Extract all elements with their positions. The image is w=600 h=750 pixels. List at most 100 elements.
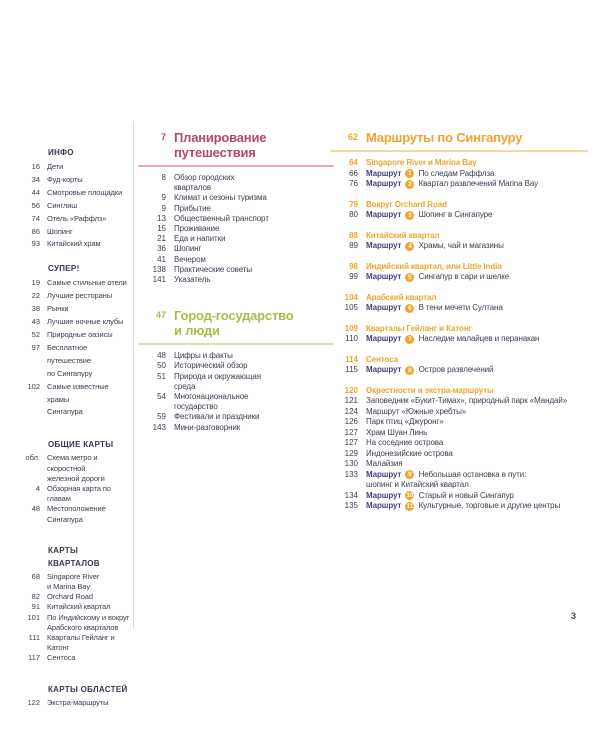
toc-entry: 68 Singapore River и Marina Bay bbox=[12, 572, 130, 592]
toc-entry: 15 Проживание bbox=[138, 224, 334, 234]
entry-label: Маршрут 4 Храмы, чай и магазины bbox=[366, 241, 588, 252]
route-word: Маршрут bbox=[366, 490, 402, 500]
entry-page-number: 86 bbox=[31, 226, 40, 236]
toc-subsection: 104 Арабский квартал bbox=[330, 293, 588, 304]
entry-label: Индонезийские острова bbox=[366, 448, 453, 458]
route-number-badge: 6 bbox=[405, 303, 415, 313]
entry-label: Природные оазисы bbox=[47, 329, 113, 339]
entry-label: Маршрут «Южные хребты» bbox=[366, 406, 467, 416]
entry-page-number: 15 bbox=[157, 224, 166, 234]
route-number-badge: 7 bbox=[405, 334, 415, 344]
entry-label: Singapore River и Marina Bay bbox=[47, 571, 100, 591]
entry-label: Маршрут 8 Остров развлечений bbox=[366, 365, 588, 376]
chapter-section-city: 47 Город-государство и люди 48 Цифры и факт… bbox=[138, 308, 334, 433]
sidebar-section-title: ИНФО bbox=[48, 148, 74, 157]
entry-page-number: 89 bbox=[349, 241, 358, 250]
sidebar-section: ОБЩИЕ КАРТЫ обл. Схема метро и скоростной … bbox=[12, 438, 130, 524]
toc-subsection: 88 Китайский квартал bbox=[330, 231, 588, 242]
route-group: 109 Кварталы Гейланг и Катонг 110 Маршрут 7… bbox=[330, 324, 588, 345]
entry-label: Orchard Road bbox=[47, 592, 93, 602]
entry-page-number: 110 bbox=[345, 334, 358, 343]
entry-page-number: 138 bbox=[152, 264, 166, 274]
toc-entry: обл. Схема метро и скоростной железной до… bbox=[12, 453, 130, 484]
route-title: По следам Раффлза bbox=[418, 168, 495, 178]
subsection-heading: Окрестности и экстра-маршруты bbox=[366, 385, 494, 395]
route-title: Наследие малайцев и перанакан bbox=[418, 334, 540, 343]
toc-entry: 19 Самые стильные отели bbox=[12, 277, 130, 290]
entry-label: Маршрут 7 Наследие малайцев и перанакан bbox=[366, 334, 588, 345]
toc-entry: 105 Маршрут 6 В тени мечети Султана bbox=[330, 303, 588, 314]
entry-page-number: 93 bbox=[31, 239, 40, 249]
entry-page-number: 21 bbox=[157, 234, 166, 244]
toc-entry: 82 Orchard Road bbox=[12, 592, 130, 602]
entry-label: Самые известные храмы Сингапура bbox=[47, 381, 109, 417]
toc-entry: 102 Самые известные храмы Сингапура bbox=[12, 381, 130, 420]
entry-page-number: 117 bbox=[28, 653, 40, 663]
entry-page-number: 133 bbox=[344, 469, 358, 479]
entry-page-number: 88 bbox=[349, 230, 358, 240]
chapter-page-number: 7 bbox=[160, 132, 166, 142]
route-number-badge: 10 bbox=[405, 491, 415, 500]
chapter-title: Город-государство и люди bbox=[174, 308, 294, 339]
entry-page-number: 109 bbox=[344, 323, 358, 333]
toc-entry: 52 Природные оазисы bbox=[12, 329, 130, 342]
route-number-badge: 11 bbox=[405, 501, 415, 511]
entry-label: Синглиш bbox=[47, 200, 78, 210]
entry-page-number: 74 bbox=[31, 213, 40, 223]
route-group: 114 Сентоса 115 Маршрут 8 Остров развлечени… bbox=[330, 355, 588, 376]
entry-page-number: 48 bbox=[157, 351, 166, 361]
toc-entry: 50 Исторический обзор bbox=[138, 361, 334, 371]
toc-entry: 99 Маршрут 5 Сингапур в сари и шелке bbox=[330, 272, 588, 283]
toc-entry: 117 Сентоса bbox=[12, 653, 130, 663]
entry-label: Цифры и факты bbox=[174, 351, 233, 361]
toc-subsection: 64 Singapore River и Marina Bay bbox=[330, 158, 588, 169]
entry-label: Указатель bbox=[174, 275, 211, 285]
entry-page-number: 43 bbox=[31, 317, 40, 327]
page-number: 3 bbox=[570, 611, 576, 621]
entry-page-number: 50 bbox=[157, 361, 166, 371]
toc-entry: 8 Обзор городских кварталов bbox=[138, 173, 334, 193]
route-word: Маршрут bbox=[366, 272, 402, 281]
entry-page-number: 8 bbox=[161, 173, 166, 182]
toc-entry: 48 Цифры и факты bbox=[138, 351, 334, 361]
toc-entry: 13 Общественный транспорт bbox=[138, 214, 334, 224]
entry-page-number: 16 bbox=[31, 162, 40, 171]
entry-label: Маршрут 6 В тени мечети Султана bbox=[366, 303, 588, 314]
entry-page-number: 68 bbox=[31, 571, 40, 581]
entry-label: Кварталы Гейланг и Катонг bbox=[47, 632, 115, 653]
toc-entry: 34 Фуд-корты bbox=[12, 174, 130, 187]
toc-entry: 111 Кварталы Гейланг и Катонг bbox=[12, 633, 130, 653]
toc-entry: 76 Маршрут 2 Квартал развлечений Marina B… bbox=[330, 179, 588, 190]
toc-entry: 127 На соседние острова bbox=[330, 438, 588, 449]
entry-label: Мини-разговорник bbox=[174, 422, 241, 432]
entry-page-number: 91 bbox=[31, 602, 40, 612]
entry-page-number: 97 bbox=[31, 342, 40, 352]
entry-page-number: 141 bbox=[152, 275, 166, 285]
toc-entry: 115 Маршрут 8 Остров развлечений bbox=[330, 365, 588, 376]
toc-entry: 143 Мини-разговорник bbox=[138, 423, 334, 433]
chapter-header: 62 Маршруты по Сингапуру bbox=[330, 130, 588, 145]
toc-entry: 38 Рынки bbox=[12, 303, 130, 316]
entry-page-number: 143 bbox=[152, 422, 166, 432]
entry-page-number: 98 bbox=[349, 261, 358, 271]
route-title: В тени мечети Султана bbox=[418, 303, 503, 312]
toc-entry: 36 Шопинг bbox=[138, 244, 334, 254]
chapter-page-number: 62 bbox=[347, 132, 358, 142]
entry-label: Маршрут 1 По следам Раффлза bbox=[366, 169, 588, 180]
toc-entry: 121 Заповедник «Букит-Тимах», природный п… bbox=[330, 396, 588, 407]
entry-page-number: 104 bbox=[344, 292, 358, 302]
toc-entry: 130 Малайзия bbox=[330, 459, 588, 470]
toc-entry: 126 Парк птиц «Джуронг» bbox=[330, 417, 588, 428]
route-title: Храмы, чай и магазины bbox=[418, 241, 504, 250]
entry-page-number: 82 bbox=[31, 592, 40, 602]
entry-page-number: 48 bbox=[31, 504, 40, 514]
toc-subsection: 109 Кварталы Гейланг и Катонг bbox=[330, 324, 588, 335]
entry-label: Заповедник «Букит-Тимах», природный парк… bbox=[366, 396, 568, 405]
toc-entry: 110 Маршрут 7 Наследие малайцев и перанак… bbox=[330, 334, 588, 345]
route-title: Квартал развлечений Marina Bay bbox=[418, 179, 539, 188]
entry-label: Парк птиц «Джуронг» bbox=[366, 417, 444, 426]
entry-page-number: 36 bbox=[157, 244, 166, 254]
entry-page-number: 19 bbox=[31, 278, 40, 288]
route-word: Маршрут bbox=[366, 241, 402, 250]
route-word: Маршрут bbox=[366, 469, 402, 479]
